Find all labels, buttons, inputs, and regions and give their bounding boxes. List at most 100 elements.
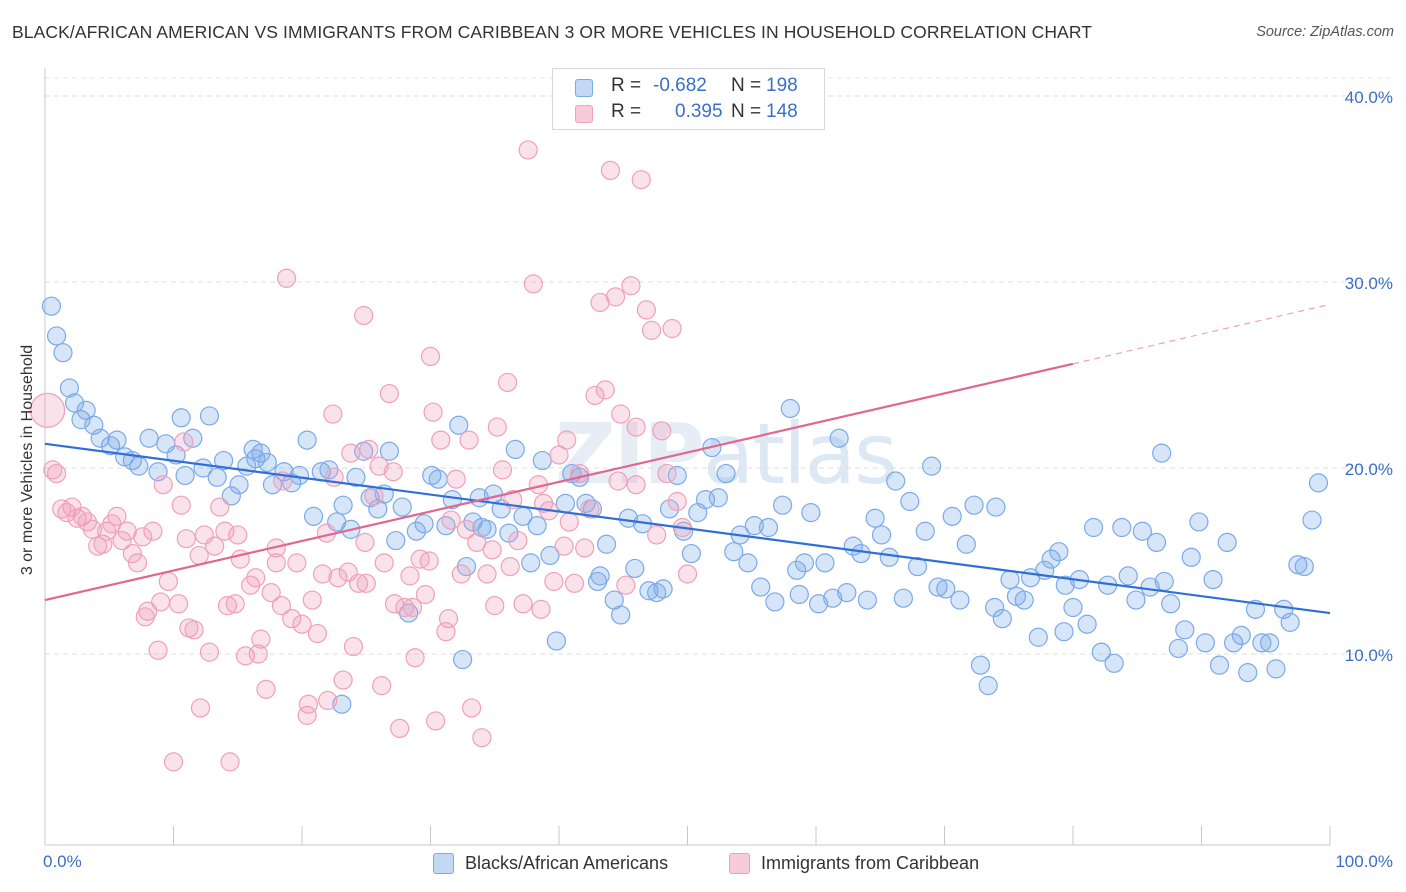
source-label: Source: ZipAtlas.com <box>1256 24 1394 40</box>
caribbean-point <box>356 573 376 593</box>
caribbean-point <box>217 596 238 616</box>
blacks-point <box>789 584 809 605</box>
caribbean-point <box>151 592 171 612</box>
blacks-point <box>815 553 835 573</box>
caribbean-point <box>107 506 127 526</box>
caribbean-point <box>307 623 328 644</box>
blacks-point <box>922 456 942 476</box>
blacks-point <box>379 441 399 461</box>
caribbean-point <box>544 571 564 592</box>
caribbean-point <box>369 456 389 476</box>
caribbean-point <box>523 274 543 294</box>
blacks-point <box>333 495 353 515</box>
caribbean-point <box>518 140 538 160</box>
caribbean-point <box>190 698 211 718</box>
blacks-point <box>207 467 227 487</box>
blacks-point <box>64 393 85 413</box>
blacks-point <box>406 521 426 541</box>
caribbean-point <box>210 497 230 517</box>
caribbean-point <box>420 346 441 366</box>
caribbean-point <box>462 698 482 718</box>
blacks-point <box>950 590 970 610</box>
caribbean-point <box>158 571 178 592</box>
blacks-point <box>1049 542 1069 562</box>
caribbean-point <box>122 543 142 564</box>
caribbean-point <box>559 512 579 532</box>
caribbean-point <box>431 430 451 450</box>
caribbean-point <box>354 305 374 326</box>
caribbean-point <box>384 594 405 614</box>
caribbean-point <box>631 170 651 190</box>
blacks-point <box>346 467 366 487</box>
blacks-point <box>129 456 149 476</box>
blacks-point <box>857 590 878 610</box>
caribbean-point <box>302 590 322 610</box>
blacks-point <box>1195 633 1215 653</box>
caribbean-point <box>482 540 502 560</box>
blacks-point <box>1055 575 1075 595</box>
caribbean-point <box>415 584 435 605</box>
x-axis-max-label: 100.0% <box>1335 852 1393 871</box>
blacks-point <box>1266 659 1286 679</box>
blacks-point <box>928 577 948 597</box>
caribbean-point <box>298 694 319 714</box>
blacks-point <box>871 525 892 545</box>
caribbean-point <box>446 469 466 489</box>
r-value: -0.682 <box>653 75 707 96</box>
blacks-point <box>527 516 547 536</box>
x-axis-min-label: 0.0% <box>43 852 82 871</box>
legend-label: Blacks/African Americans <box>465 853 669 873</box>
blacks-point <box>596 534 617 554</box>
caribbean-point <box>395 597 415 618</box>
caribbean-point <box>176 529 196 549</box>
r-value: 0.395 <box>675 101 723 122</box>
caribbean-point <box>153 475 173 495</box>
caribbean-point <box>498 372 518 393</box>
caribbean-point <box>467 532 487 553</box>
caribbean-point <box>608 471 628 491</box>
caribbean-point <box>341 443 361 463</box>
blacks-point <box>436 516 456 536</box>
caribbean-point <box>456 519 477 539</box>
caribbean-point <box>372 676 392 696</box>
blacks-point <box>1181 547 1201 567</box>
y-tick-label: 30.0% <box>1345 274 1393 293</box>
caribbean-point <box>248 644 268 664</box>
caribbean-point <box>57 503 77 523</box>
blacks-point <box>1054 622 1074 642</box>
n-value: 148 <box>766 101 798 122</box>
r-label: R = <box>611 75 642 96</box>
blacks-point <box>1000 569 1020 590</box>
blacks-point <box>794 553 815 573</box>
blacks-point <box>428 469 448 489</box>
caribbean-point <box>199 642 220 662</box>
legend-swatch-pink <box>729 853 750 874</box>
blacks-point <box>392 497 412 517</box>
caribbean-point <box>487 417 507 437</box>
blacks-point <box>964 495 984 515</box>
caribbean-point <box>557 430 577 450</box>
n-label: N = <box>731 101 762 122</box>
caribbean-point <box>549 445 569 465</box>
blacks-point <box>1146 532 1167 553</box>
blacks-point <box>808 594 829 614</box>
blacks-point <box>851 543 871 564</box>
blacks-point <box>915 521 935 541</box>
caribbean-point <box>215 521 235 541</box>
caribbean-point <box>348 573 369 593</box>
blacks-point <box>724 542 744 562</box>
blacks-point <box>1231 625 1251 646</box>
blacks-point <box>787 560 807 580</box>
blacks-point <box>199 406 220 426</box>
blacks-point <box>772 495 793 515</box>
caribbean-point <box>220 752 240 772</box>
blacks-point <box>986 497 1006 517</box>
blacks-point <box>555 493 576 513</box>
blacks-point <box>1041 549 1061 569</box>
caribbean-point <box>355 532 375 553</box>
caribbean-point <box>228 525 248 545</box>
y-tick-label: 20.0% <box>1345 460 1393 479</box>
blacks-point <box>639 581 659 601</box>
caribbean-point <box>184 620 204 640</box>
